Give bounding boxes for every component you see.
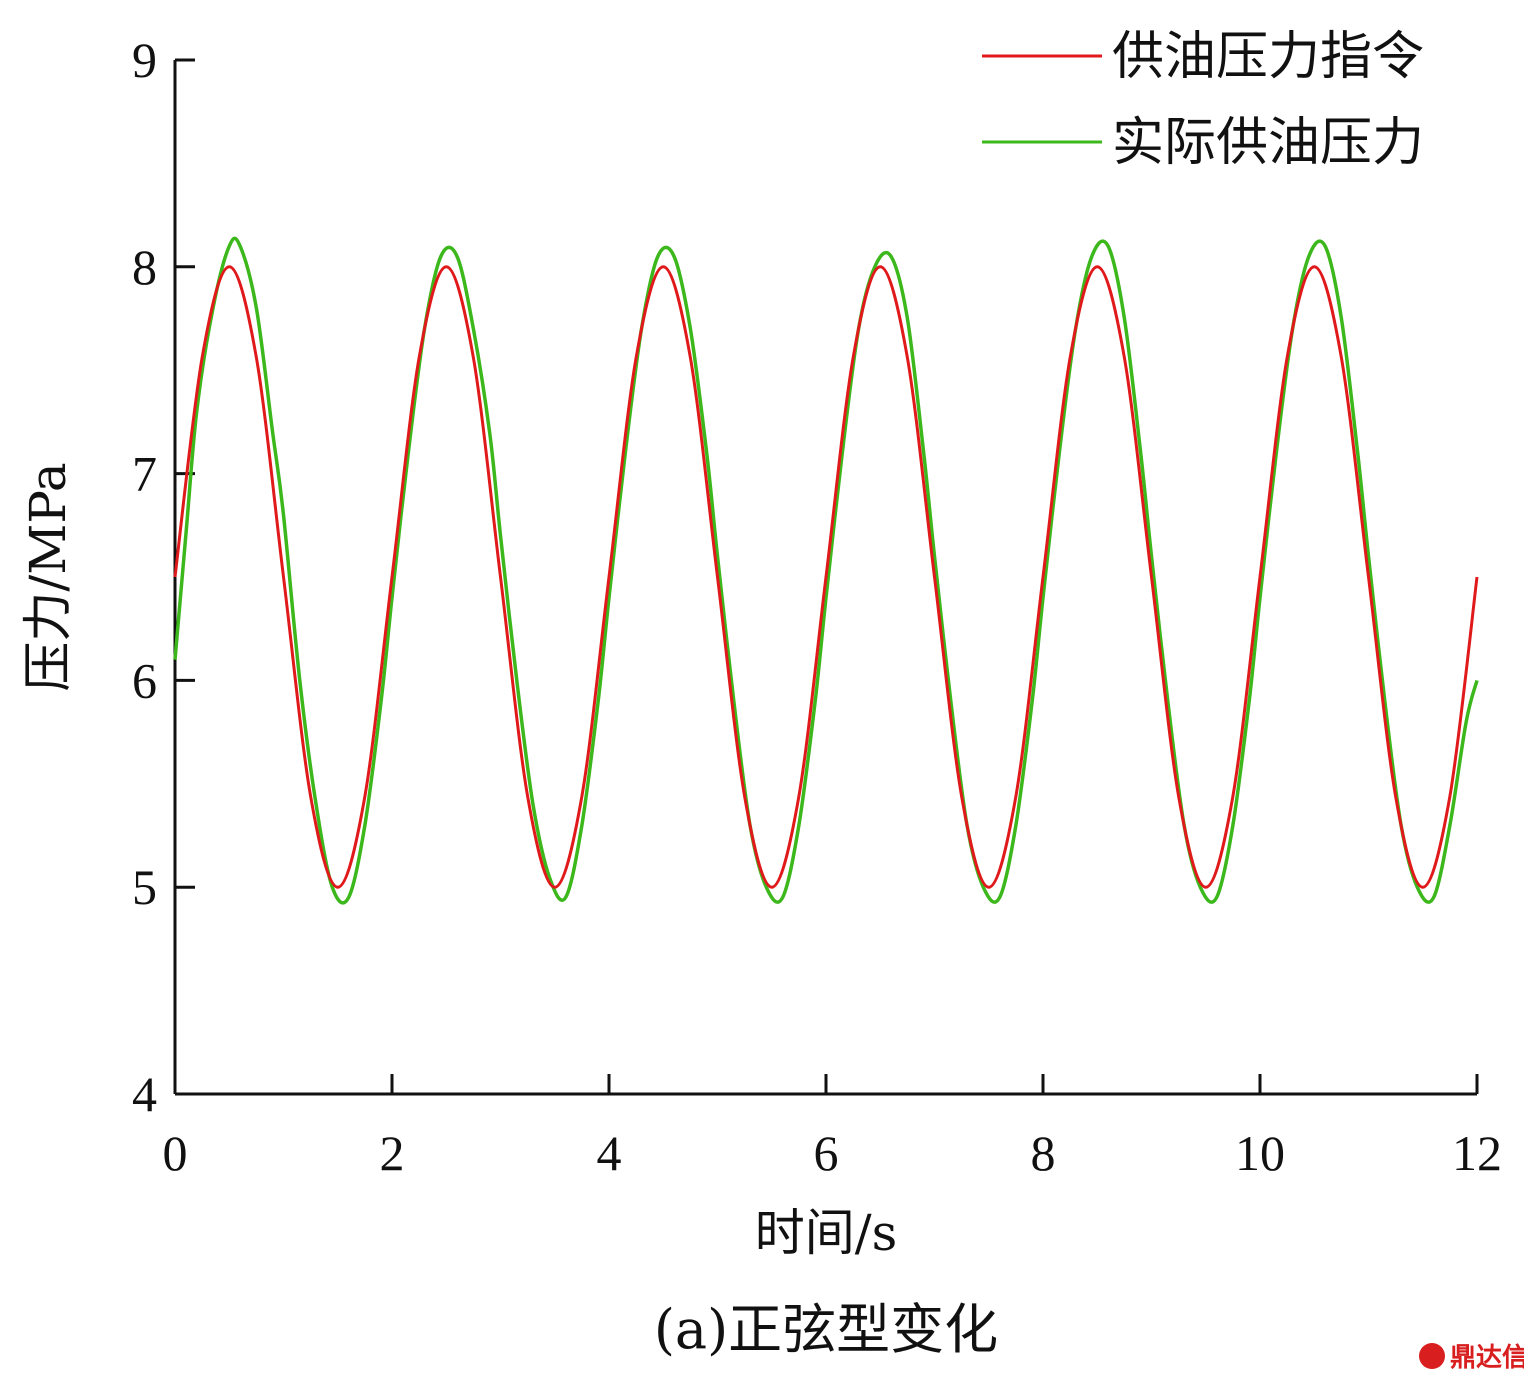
series-line-command <box>173 265 1479 889</box>
watermark-logo: 鼎达信 <box>1419 1343 1524 1373</box>
y-tick-label: 7 <box>132 446 157 502</box>
x-tick-label: 6 <box>814 1125 839 1181</box>
legend-label-actual: 实际供油压力 <box>1112 113 1424 173</box>
legend: 供油压力指令 实际供油压力 <box>982 27 1424 173</box>
legend-label-command: 供油压力指令 <box>1112 27 1424 87</box>
axes: 4 5 6 7 8 9 0 2 4 6 8 10 12 <box>132 32 1502 1181</box>
y-tick-label: 5 <box>132 859 157 915</box>
y-tick-label: 4 <box>132 1066 157 1122</box>
x-tick-label: 8 <box>1031 1125 1056 1181</box>
x-tick-label: 4 <box>597 1125 622 1181</box>
y-axis-title: 压力/MPa <box>19 462 77 691</box>
figure-caption: (a)正弦型变化 <box>654 1298 998 1361</box>
y-tick-label: 9 <box>132 32 157 88</box>
y-ticks: 4 5 6 7 8 9 <box>132 32 195 1122</box>
x-ticks: 0 2 4 6 8 10 12 <box>163 1074 1502 1181</box>
legend-entry-actual: 实际供油压力 <box>982 113 1424 173</box>
y-tick-label: 6 <box>132 652 157 708</box>
x-tick-label: 10 <box>1235 1125 1285 1181</box>
x-axis-title: 时间/s <box>755 1204 898 1262</box>
x-tick-label: 0 <box>163 1125 188 1181</box>
series-line-actual <box>173 236 1479 905</box>
y-tick-label: 8 <box>132 239 157 295</box>
x-tick-label: 2 <box>380 1125 405 1181</box>
series-layer <box>173 236 1479 905</box>
x-tick-label: 12 <box>1452 1125 1502 1181</box>
watermark-text: 鼎达信 <box>1450 1343 1524 1373</box>
legend-entry-command: 供油压力指令 <box>982 27 1424 87</box>
watermark-icon <box>1419 1343 1445 1369</box>
